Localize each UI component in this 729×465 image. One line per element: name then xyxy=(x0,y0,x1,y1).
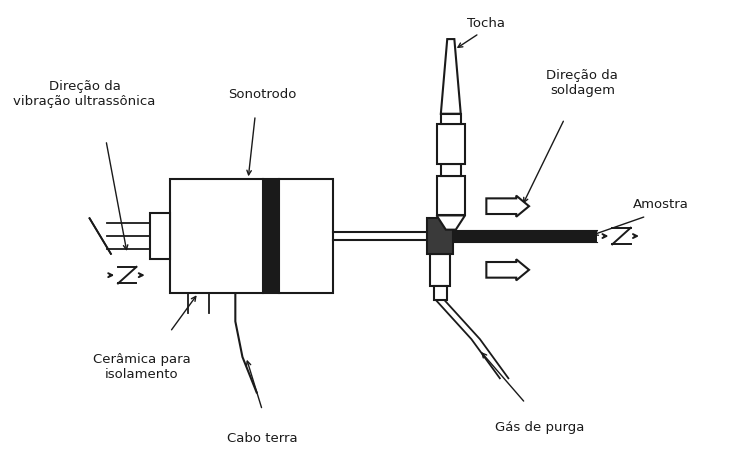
Bar xyxy=(453,230,596,242)
Bar xyxy=(430,254,450,286)
Text: Amostra: Amostra xyxy=(633,198,688,211)
Bar xyxy=(437,176,465,215)
Bar xyxy=(441,164,461,176)
Bar xyxy=(437,125,465,164)
Text: Cerâmica para
isolamento: Cerâmica para isolamento xyxy=(93,353,190,381)
Text: Sonotrodo: Sonotrodo xyxy=(228,88,297,101)
FancyArrow shape xyxy=(486,196,529,217)
Bar xyxy=(434,286,447,300)
Text: Direção da
vibração ultrassônica: Direção da vibração ultrassônica xyxy=(13,80,156,108)
Polygon shape xyxy=(441,39,461,114)
Polygon shape xyxy=(437,215,465,230)
Text: Gás de purga: Gás de purga xyxy=(495,421,585,434)
Text: Cabo terra: Cabo terra xyxy=(227,432,297,445)
Text: Direção da
soldagem: Direção da soldagem xyxy=(547,69,618,97)
Bar xyxy=(441,114,461,125)
Bar xyxy=(427,218,453,254)
FancyArrow shape xyxy=(486,259,529,280)
Bar xyxy=(150,213,170,259)
Text: Tocha: Tocha xyxy=(467,17,505,30)
Bar xyxy=(170,179,333,293)
Bar xyxy=(263,179,279,293)
